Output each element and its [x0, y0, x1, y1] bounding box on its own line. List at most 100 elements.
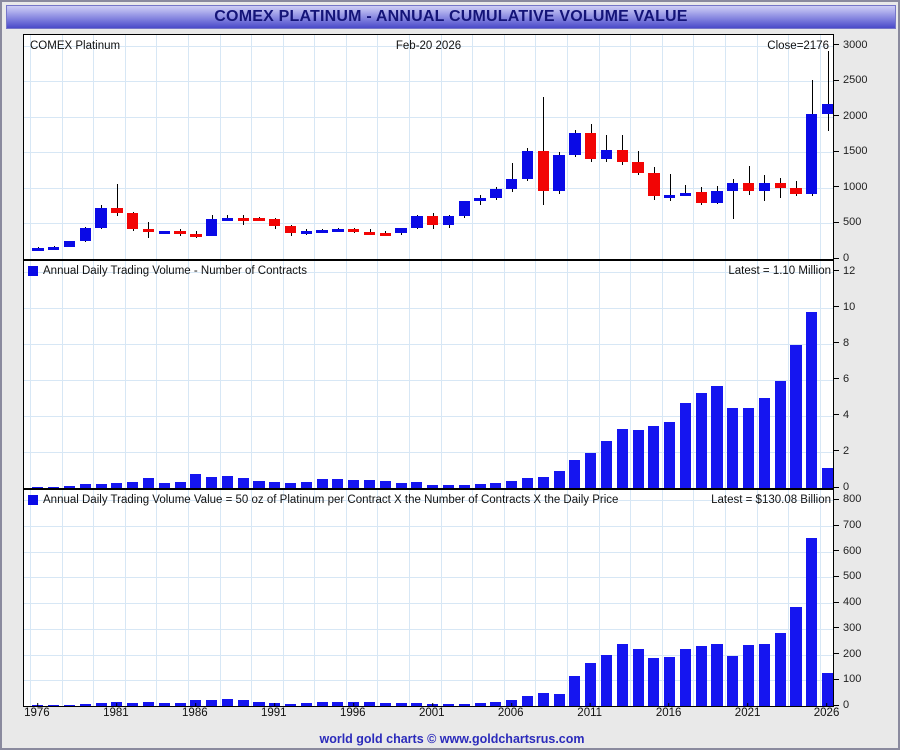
- candle-body-down: [742, 182, 755, 191]
- contracts-legend-swatch-icon: [28, 266, 38, 276]
- tick-mark: [589, 703, 591, 707]
- tick-mark: [834, 704, 839, 706]
- contracts-bar: [616, 429, 628, 488]
- gridline-vertical: [251, 261, 252, 488]
- value-bar: [379, 702, 391, 706]
- gridline-vertical: [757, 261, 758, 488]
- tick-mark: [115, 703, 117, 707]
- x-axis-tick: 2006: [498, 703, 524, 719]
- tick-mark: [834, 524, 839, 526]
- gridline-vertical: [504, 490, 505, 706]
- gridline-vertical: [93, 261, 94, 488]
- candle-wick: [685, 185, 686, 196]
- candle-body-down: [584, 133, 597, 160]
- value-bar: [537, 692, 549, 706]
- candle-body-up: [79, 227, 91, 242]
- tick-label: 300: [843, 621, 862, 634]
- contracts-bar: [158, 482, 170, 488]
- value-y-tick: 600: [834, 545, 861, 557]
- x-axis-tick-label: 2016: [655, 707, 682, 719]
- gridline-vertical: [567, 35, 568, 259]
- price-candles: [24, 35, 833, 259]
- tick-label: 100: [843, 673, 862, 686]
- contracts-bars: [24, 261, 833, 488]
- page-title: COMEX PLATINUM - ANNUAL CUMULATIVE VOLUM…: [214, 8, 688, 25]
- contracts-y-tick: 8: [834, 337, 849, 349]
- tick-mark: [352, 703, 354, 707]
- gridline-horizontal: [24, 344, 833, 345]
- tick-mark: [668, 703, 670, 707]
- gridline-horizontal: [24, 46, 833, 47]
- tick-mark: [834, 257, 839, 259]
- contracts-bar: [332, 479, 344, 488]
- footer-credit: world gold charts © www.goldchartsrus.co…: [319, 732, 585, 746]
- value-bar: [648, 658, 660, 706]
- gridline-horizontal: [24, 308, 833, 309]
- value-y-tick: 100: [834, 673, 861, 685]
- tick-label: 1000: [843, 180, 868, 193]
- price-y-tick: 1000: [834, 181, 867, 193]
- tick-mark: [834, 498, 839, 500]
- x-axis-tick: 2016: [655, 703, 682, 719]
- candle-wick: [117, 184, 118, 217]
- contracts-bar: [743, 407, 755, 488]
- gridline-vertical: [62, 490, 63, 706]
- candle-body-down: [142, 229, 155, 233]
- tick-label: 700: [843, 519, 862, 531]
- x-axis-tick-label: 1981: [103, 707, 129, 719]
- value-y-tick: 0: [834, 699, 849, 711]
- contracts-bar: [32, 487, 44, 488]
- gridline-vertical: [504, 35, 505, 259]
- gridline-vertical: [220, 261, 221, 488]
- contracts-y-tick: 4: [834, 409, 849, 421]
- contracts-y-tick: 2: [834, 445, 849, 457]
- contracts-bar: [190, 473, 202, 488]
- window-titlebar: COMEX PLATINUM - ANNUAL CUMULATIVE VOLUM…: [6, 5, 896, 29]
- value-bar: [332, 701, 344, 706]
- tick-mark: [826, 703, 828, 707]
- gridline-vertical: [346, 261, 347, 488]
- contracts-bar: [300, 482, 312, 488]
- candle-body-down: [632, 161, 644, 173]
- value-legend: Annual Daily Trading Volume Value = 50 o…: [28, 493, 831, 507]
- tick-label: 2: [843, 444, 850, 457]
- contracts-bar: [411, 481, 423, 488]
- tick-label: 12: [843, 264, 856, 277]
- contracts-y-tick: 10: [834, 301, 855, 313]
- candle-wick: [780, 177, 781, 198]
- value-bar: [585, 662, 597, 706]
- contracts-bar: [206, 476, 218, 488]
- value-bar: [411, 702, 423, 706]
- contracts-bar: [569, 460, 581, 488]
- contracts-bar: [521, 478, 534, 488]
- gridline-vertical: [62, 35, 63, 259]
- value-y-tick: 200: [834, 648, 861, 660]
- value-bar: [569, 675, 581, 706]
- gridline-vertical: [62, 261, 63, 488]
- gridline-vertical: [30, 35, 31, 259]
- gridline-vertical: [409, 490, 410, 706]
- value-bar: [790, 607, 802, 706]
- contracts-bar: [111, 482, 123, 488]
- contracts-bar: [63, 485, 75, 488]
- tick-mark: [510, 703, 512, 707]
- gridline-vertical: [599, 261, 600, 488]
- gridline-vertical: [125, 35, 126, 259]
- x-axis-tick-label: 1996: [339, 707, 366, 719]
- tick-label: 8: [843, 336, 850, 349]
- price-y-tick: 1500: [834, 145, 867, 157]
- gridline-vertical: [693, 490, 694, 706]
- gridline-vertical: [283, 490, 284, 706]
- candle-body-up: [221, 218, 234, 222]
- contracts-bar: [822, 468, 833, 488]
- gridline-vertical: [630, 35, 631, 259]
- contracts-bar: [679, 403, 691, 488]
- gridline-vertical: [30, 490, 31, 706]
- candle-body-down: [111, 207, 123, 214]
- contracts-y-tick: 12: [834, 265, 855, 277]
- tick-label: 4: [843, 408, 850, 421]
- candle-body-down: [774, 182, 786, 188]
- candle-body-up: [553, 155, 565, 192]
- contracts-bar: [806, 312, 818, 488]
- value-bar: [553, 694, 565, 706]
